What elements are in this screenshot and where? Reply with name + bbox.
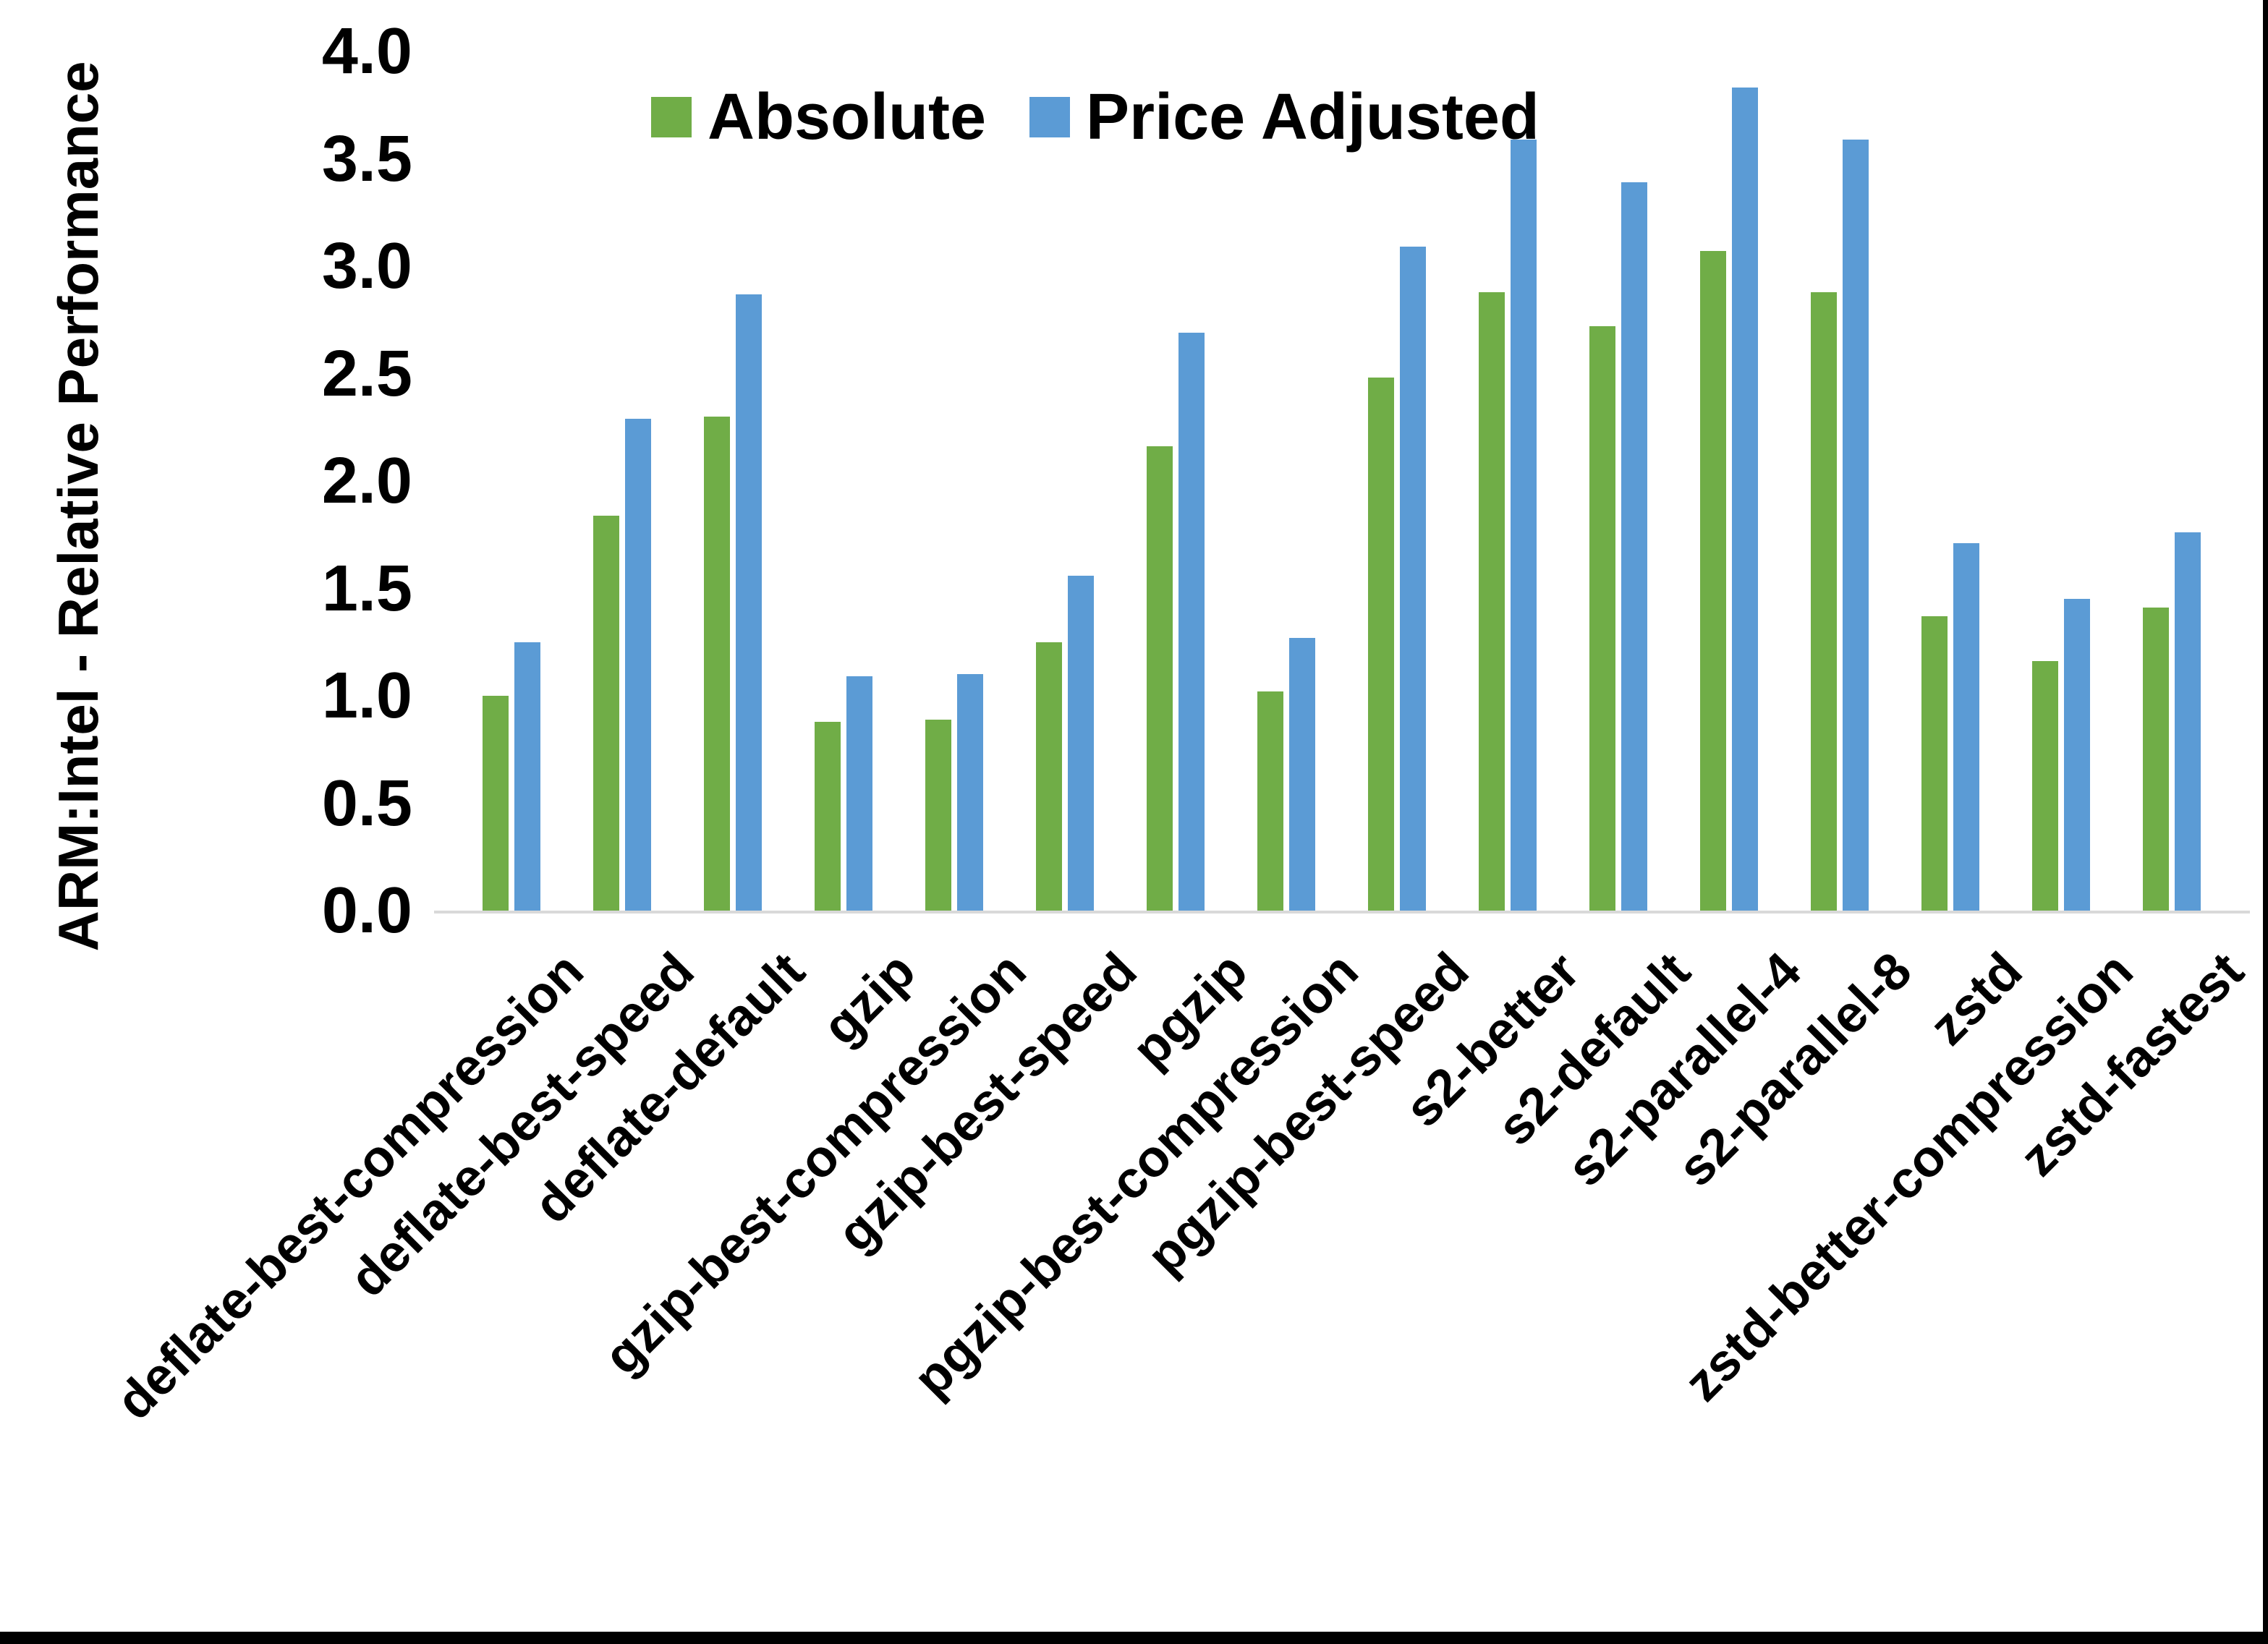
y-tick-label-0.5: 0.5	[321, 767, 412, 840]
y-tick-label-3.5: 3.5	[321, 122, 412, 195]
y-tick-label-1.5: 1.5	[321, 552, 412, 625]
bar-absolute-s2-parallel-4	[1700, 251, 1726, 911]
bar-price-adjusted-pgzip-best-compression	[1289, 638, 1315, 911]
bar-absolute-s2-parallel-8	[1811, 292, 1837, 911]
bar-price-adjusted-s2-parallel-8	[1843, 140, 1869, 911]
x-category-label-deflate-best-compression: deflate-best-compression	[105, 942, 595, 1431]
y-tick-label-4.0: 4.0	[321, 15, 412, 88]
bar-price-adjusted-s2-default	[1621, 182, 1647, 911]
bar-price-adjusted-deflate-default	[736, 294, 762, 911]
bar-absolute-deflate-default	[704, 417, 730, 911]
bar-absolute-pgzip	[1147, 446, 1173, 911]
bar-absolute-zstd	[1921, 616, 1948, 911]
bar-price-adjusted-pgzip	[1178, 333, 1205, 911]
bar-price-adjusted-gzip	[846, 676, 872, 911]
y-tick-label-2.5: 2.5	[321, 337, 412, 410]
y-tick-label-1.0: 1.0	[321, 660, 412, 732]
bar-absolute-gzip-best-compression	[925, 720, 951, 911]
bar-absolute-deflate-best-speed	[593, 516, 619, 911]
screen-edge-bottom	[0, 1632, 2268, 1644]
y-tick-label-2.0: 2.0	[321, 445, 412, 517]
bar-price-adjusted-deflate-best-speed	[625, 419, 651, 911]
bar-absolute-gzip-best-speed	[1036, 642, 1062, 911]
bar-price-adjusted-deflate-best-compression	[514, 642, 540, 911]
y-axis-title: ARM:Intel - Relative Performance	[46, 61, 110, 952]
bar-price-adjusted-gzip-best-compression	[957, 674, 983, 911]
bar-absolute-pgzip-best-speed	[1368, 378, 1394, 911]
bar-absolute-deflate-best-compression	[483, 696, 509, 911]
bar-absolute-s2-better	[1479, 292, 1505, 911]
bar-price-adjusted-gzip-best-speed	[1068, 576, 1094, 911]
bar-absolute-zstd-fastest	[2143, 608, 2169, 911]
bar-absolute-zstd-better-compression	[2032, 661, 2058, 911]
bar-absolute-gzip	[815, 722, 841, 911]
x-axis-line	[434, 911, 2250, 913]
bar-price-adjusted-zstd	[1953, 543, 1979, 911]
legend-swatch-absolute	[651, 97, 692, 137]
bar-price-adjusted-s2-parallel-4	[1732, 88, 1758, 911]
bar-absolute-s2-default	[1589, 326, 1615, 911]
screen-edge-right	[2263, 0, 2268, 1644]
bar-price-adjusted-zstd-fastest	[2175, 532, 2201, 911]
bar-price-adjusted-s2-better	[1511, 140, 1537, 911]
legend-item-absolute: Absolute	[651, 81, 986, 153]
legend-label-price-adjusted: Price Adjusted	[1086, 81, 1539, 153]
legend: Absolute Price Adjusted	[651, 81, 1539, 153]
bar-price-adjusted-zstd-better-compression	[2064, 599, 2090, 911]
legend-item-price-adjusted: Price Adjusted	[1029, 81, 1539, 153]
legend-label-absolute: Absolute	[708, 81, 987, 153]
y-tick-label-0.0: 0.0	[321, 874, 412, 947]
y-tick-label-3.0: 3.0	[321, 230, 412, 302]
bar-absolute-pgzip-best-compression	[1257, 691, 1283, 911]
legend-swatch-price-adjusted	[1029, 97, 1071, 137]
bar-price-adjusted-pgzip-best-speed	[1400, 247, 1426, 911]
